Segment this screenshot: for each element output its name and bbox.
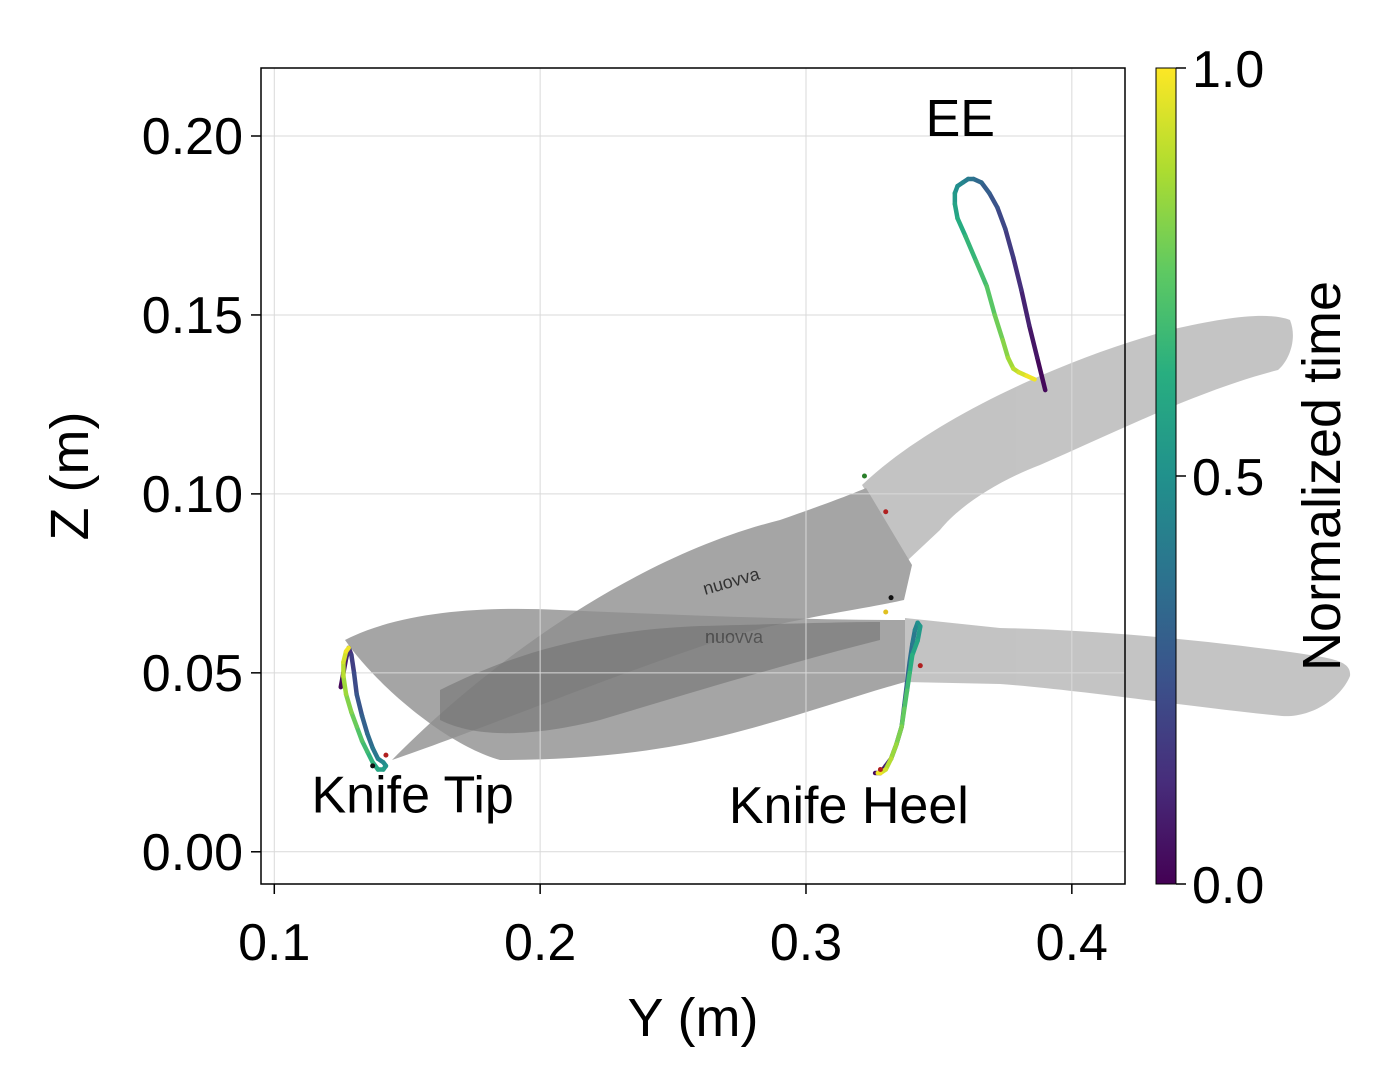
colorbar: 0.0 0.5 1.0 Normalized time bbox=[1155, 41, 1352, 915]
annotations: EE Knife Tip Knife Heel bbox=[312, 90, 995, 835]
marker-point bbox=[883, 609, 889, 615]
trajectory-segment bbox=[1024, 373, 1037, 382]
x-axis-ticks: 0.1 0.2 0.3 0.4 bbox=[238, 884, 1108, 972]
trajectory-segment bbox=[1003, 226, 1016, 260]
trajectory-segment bbox=[987, 191, 1000, 210]
trajectory-segment bbox=[984, 284, 997, 318]
trajectory-segment bbox=[349, 709, 359, 729]
trajectory-segment bbox=[992, 312, 1005, 343]
colorbar-label: Normalized time bbox=[1292, 281, 1352, 671]
x-axis-label: Y (m) bbox=[628, 988, 759, 1048]
colorbar-tick-label: 0.5 bbox=[1192, 449, 1264, 507]
x-tick-label: 0.1 bbox=[238, 914, 310, 972]
trajectory-segment bbox=[910, 638, 920, 658]
plot-frame bbox=[260, 67, 1126, 885]
marker-point bbox=[917, 663, 923, 669]
trajectory-segment bbox=[354, 692, 365, 719]
trajectory-ee bbox=[952, 176, 1048, 393]
trajectory-segment bbox=[894, 724, 904, 747]
trajectory-segment bbox=[354, 724, 365, 744]
trajectory-segment bbox=[973, 259, 990, 289]
trajectory-segment bbox=[359, 713, 370, 736]
x-tick-label: 0.3 bbox=[770, 914, 842, 972]
marker-point bbox=[883, 509, 889, 515]
colorbar-ticks: 0.0 0.5 1.0 bbox=[1176, 41, 1264, 915]
colorbar-tick-label: 0.0 bbox=[1192, 857, 1264, 915]
trajectory-knife-heel bbox=[872, 620, 923, 776]
trajectory-segment bbox=[1011, 255, 1024, 293]
knife-lower-handle bbox=[905, 618, 1351, 717]
trajectory-segment bbox=[365, 731, 375, 751]
annotation-ee: EE bbox=[926, 90, 995, 148]
marker-points bbox=[370, 473, 923, 772]
trajectory-segment bbox=[907, 652, 915, 676]
marker-point bbox=[888, 595, 894, 601]
y-tick-label: 0.10 bbox=[142, 466, 243, 524]
trajectory-segment bbox=[915, 624, 923, 643]
marker-point bbox=[861, 473, 867, 479]
trajectory-segment bbox=[1019, 287, 1032, 328]
colorbar-gradient bbox=[1155, 67, 1177, 885]
y-tick-label: 0.20 bbox=[142, 108, 243, 166]
trajectories bbox=[338, 176, 1048, 776]
knife-images: nuovva nuovva bbox=[345, 315, 1351, 760]
y-axis-label: Z (m) bbox=[40, 412, 100, 541]
trajectory-segment bbox=[952, 201, 960, 221]
x-tick-label: 0.2 bbox=[504, 914, 576, 972]
trajectory-segment bbox=[902, 688, 910, 711]
trajectory-segment bbox=[904, 670, 912, 693]
trajectory-segment bbox=[955, 216, 968, 239]
trajectory-segment bbox=[351, 670, 359, 697]
trajectory-segment bbox=[343, 645, 351, 654]
annotation-knife-tip: Knife Tip bbox=[312, 766, 514, 824]
trajectory-segment bbox=[349, 652, 357, 676]
knife-overlap-shadow bbox=[440, 622, 880, 734]
grid bbox=[261, 68, 1125, 884]
trajectory-segment bbox=[899, 706, 907, 729]
colorbar-tick-label: 1.0 bbox=[1192, 41, 1264, 99]
trajectory-segment bbox=[341, 674, 349, 697]
marker-point bbox=[383, 752, 389, 758]
trajectory-segment bbox=[1035, 355, 1048, 393]
trajectory-segment bbox=[963, 233, 979, 264]
y-tick-label: 0.00 bbox=[142, 824, 243, 882]
marker-point bbox=[877, 766, 883, 772]
y-tick-label: 0.05 bbox=[142, 645, 243, 703]
trajectory-segment bbox=[343, 692, 354, 715]
annotation-knife-heel: Knife Heel bbox=[729, 777, 969, 835]
trajectory-segment bbox=[1027, 323, 1040, 361]
trajectory-segment bbox=[910, 627, 918, 647]
marker-point bbox=[370, 763, 376, 769]
knife-upper-handle bbox=[862, 315, 1293, 560]
trajectory-segment bbox=[995, 205, 1008, 232]
trajectory-knife-tip bbox=[338, 645, 389, 772]
y-tick-label: 0.15 bbox=[142, 287, 243, 345]
trajectory-segment bbox=[888, 742, 899, 761]
trajectory-segment bbox=[1000, 337, 1011, 361]
y-axis-ticks: 0.00 0.05 0.10 0.15 0.20 bbox=[142, 108, 261, 882]
x-tick-label: 0.4 bbox=[1036, 914, 1108, 972]
